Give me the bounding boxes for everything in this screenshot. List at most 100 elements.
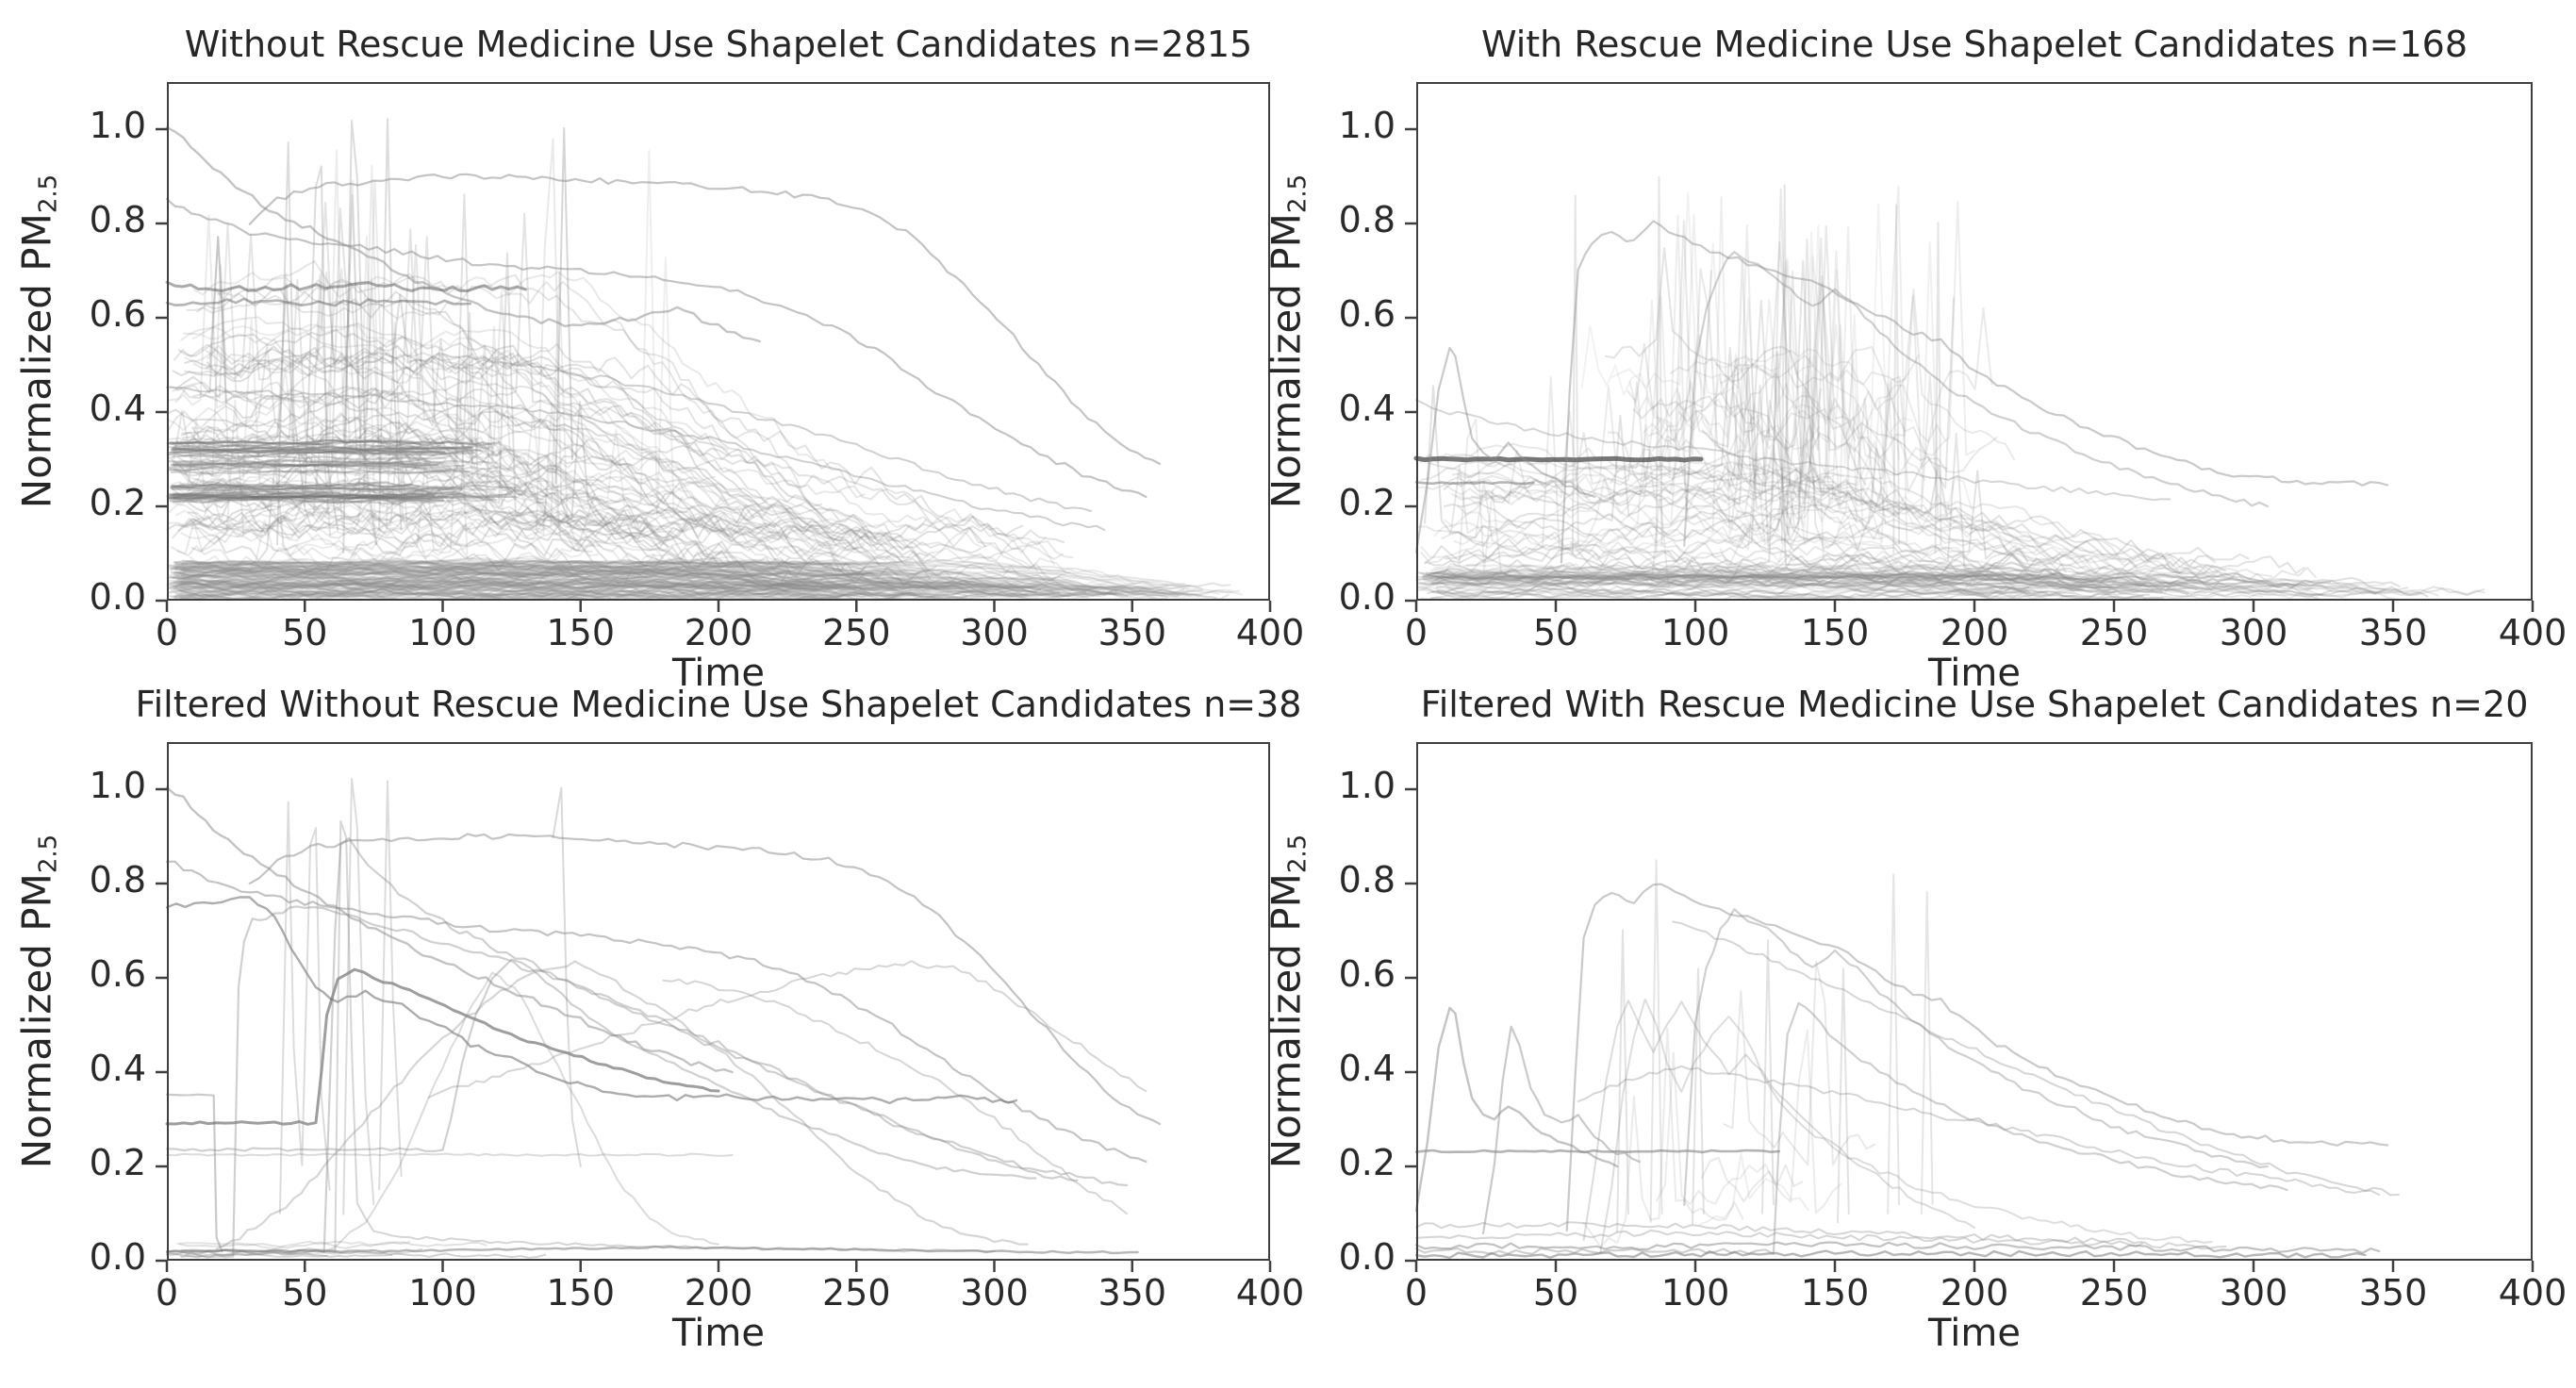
- series-line: [175, 558, 1064, 587]
- series-line: [1761, 939, 1775, 1214]
- series-line: [170, 565, 933, 588]
- series-line: [173, 555, 994, 589]
- series-line: [172, 280, 902, 576]
- series-line: [168, 444, 494, 450]
- y-tick-label: 0.0: [89, 1236, 146, 1278]
- series-line: [171, 448, 447, 454]
- series-line: [1671, 491, 1749, 538]
- x-tick-label: 100: [1660, 1272, 1730, 1314]
- series-line: [1415, 1229, 2227, 1250]
- series-line: [165, 786, 734, 1074]
- y-tick-label: 0.8: [89, 859, 146, 901]
- series-line: [168, 426, 858, 563]
- series-line: [1643, 214, 1812, 474]
- series-line: [1416, 439, 2273, 577]
- series-line: [169, 194, 702, 576]
- series-line: [177, 580, 817, 597]
- series-line: [1424, 573, 2263, 598]
- series-line: [173, 448, 481, 454]
- series-line: [168, 467, 452, 475]
- series-line: [1419, 587, 2485, 601]
- series-line: [172, 491, 398, 499]
- series-line: [1620, 196, 1857, 537]
- series-line: [176, 576, 1230, 601]
- series-line: [1427, 586, 2409, 598]
- series-line: [1435, 573, 2207, 594]
- series-line: [1429, 569, 2420, 595]
- x-tick-label: 50: [282, 1272, 328, 1314]
- series-line: [173, 343, 937, 572]
- x-tick-label: 350: [1098, 612, 1167, 653]
- y-tick-label: 0.2: [1338, 1142, 1395, 1183]
- series-line: [174, 582, 1030, 597]
- series-line: [1697, 297, 1901, 501]
- x-tick-label: 150: [546, 1272, 616, 1314]
- series-line: [167, 568, 965, 590]
- series-line: [166, 243, 1071, 581]
- x-tick-label: 50: [1532, 612, 1579, 653]
- series-line: [180, 557, 985, 594]
- series-line: [190, 401, 986, 552]
- series-line: [176, 398, 899, 542]
- series-line: [170, 481, 421, 488]
- series-line: [178, 329, 768, 506]
- series-line: [182, 573, 979, 596]
- series-line: [1420, 355, 2101, 579]
- series-line: [1560, 220, 2389, 564]
- series-line: [190, 419, 1054, 592]
- y-tick-label: 1.0: [1338, 105, 1395, 146]
- series-line: [1436, 586, 2151, 600]
- series-line: [172, 488, 398, 497]
- series-line: [166, 448, 484, 454]
- series-line: [1432, 566, 2146, 586]
- y-tick-label: 0.2: [1338, 482, 1395, 523]
- series-line: [191, 460, 732, 589]
- series-line: [1429, 591, 2144, 601]
- series-line: [1934, 222, 1942, 554]
- series-line: [177, 580, 817, 595]
- series-line: [206, 344, 754, 519]
- series-line: [171, 454, 447, 461]
- series-line: [179, 564, 1100, 588]
- series-line: [662, 978, 1128, 1214]
- series-line: [174, 214, 599, 557]
- series-line: [1417, 580, 2165, 601]
- series-line: [1425, 568, 2139, 591]
- series-line: [385, 322, 446, 547]
- series-line: [1457, 447, 2138, 568]
- series-line: [168, 490, 485, 498]
- x-tick-label: 0: [1404, 1272, 1428, 1314]
- series-line: [1443, 415, 2250, 561]
- series-line: [179, 587, 860, 601]
- series-line: [165, 1245, 1139, 1255]
- series-line: [1643, 299, 1855, 438]
- series-line: [1441, 376, 1912, 570]
- series-line: [169, 563, 850, 587]
- series-line: [181, 574, 1094, 599]
- series-line: [178, 312, 834, 569]
- x-tick-label: 250: [2079, 1272, 2149, 1314]
- series-line: [172, 461, 439, 467]
- series-line: [1723, 960, 1876, 1166]
- series-line: [1733, 355, 1920, 425]
- x-tick-label: 350: [2358, 612, 2428, 653]
- series-line: [1424, 578, 2163, 593]
- series-line: [169, 493, 437, 499]
- series-line: [416, 369, 469, 559]
- series-line: [1435, 577, 2401, 592]
- series-line: [176, 366, 601, 547]
- series-line: [1415, 399, 2171, 502]
- series-line: [174, 561, 938, 591]
- series-line: [166, 587, 1178, 601]
- series-line: [191, 179, 914, 581]
- plot-frame: [1416, 82, 2533, 601]
- plot-canvas: [156, 742, 1272, 1272]
- x-tick-label: 400: [1235, 1272, 1305, 1314]
- series-line: [179, 582, 1117, 596]
- series-line: [1414, 1148, 1781, 1154]
- series-line: [1414, 346, 1596, 554]
- series-line: [171, 560, 818, 590]
- series-line: [181, 558, 896, 590]
- series-line: [1428, 571, 2386, 590]
- series-line: [1417, 580, 2324, 598]
